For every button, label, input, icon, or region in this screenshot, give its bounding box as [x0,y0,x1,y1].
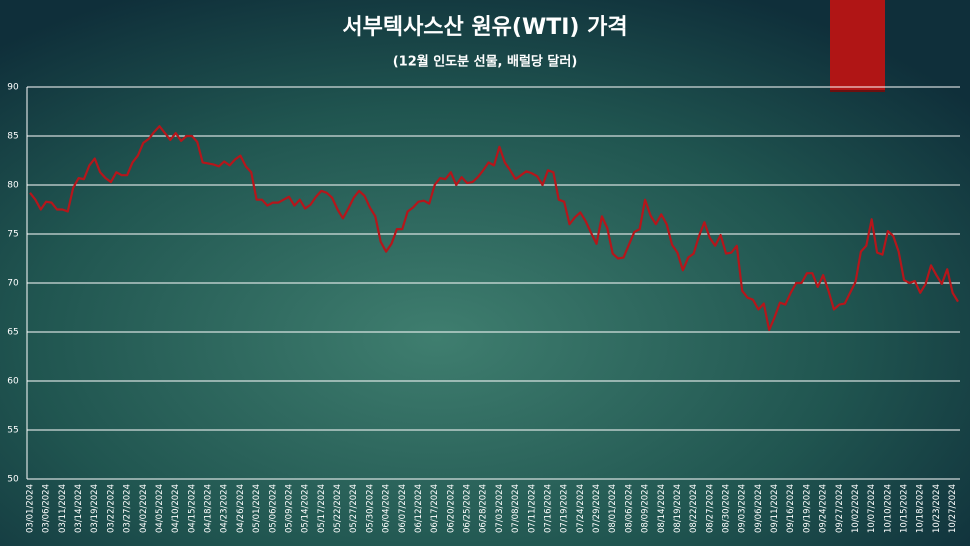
x-tick-label: 04/18/2024 [204,484,214,533]
x-tick-label: 03/27/2024 [123,484,133,533]
x-tick-label: 04/05/2024 [155,484,165,533]
x-tick-label: 03/06/2024 [42,484,52,533]
x-tick-label: 09/19/2024 [802,484,812,533]
x-tick-label: 05/30/2024 [365,484,375,533]
x-tick-label: 10/15/2024 [900,484,910,533]
x-tick-label: 09/06/2024 [754,484,764,533]
y-tick-label: 65 [7,328,18,338]
x-tick-label: 07/08/2024 [511,484,521,533]
y-tick-label: 60 [7,377,19,387]
decoration [830,0,885,91]
x-tick-label: 05/27/2024 [349,484,359,533]
x-tick-label: 06/25/2024 [463,484,473,533]
x-tick-label: 08/06/2024 [624,484,634,533]
x-tick-label: 03/01/2024 [26,484,36,533]
x-tick-label: 07/29/2024 [592,484,602,533]
chart-subtitle: (12월 인도분 선물, 배럴당 달러) [393,54,578,70]
x-tick-label: 09/24/2024 [819,484,829,533]
x-tick-label: 07/03/2024 [495,484,505,533]
x-tick-label: 08/27/2024 [705,484,715,533]
x-tick-label: 10/18/2024 [916,484,926,533]
x-tick-label: 04/10/2024 [171,484,181,533]
x-tick-label: 07/16/2024 [543,484,553,533]
x-tick-label: 05/09/2024 [284,484,294,533]
x-tick-label: 09/03/2024 [738,484,748,533]
x-tick-label: 04/26/2024 [236,484,246,533]
x-tick-label: 08/19/2024 [673,484,683,533]
grid: 50 55 60 65 70 75 80 85 90 03/01/2024 03/06/2024 03… [7,83,960,533]
x-tick-label: 10/02/2024 [851,484,861,533]
x-tick-label: 10/27/2024 [948,484,958,533]
x-tick-label: 06/12/2024 [414,484,424,533]
plot [29,125,959,332]
x-tick-label: 05/14/2024 [301,484,311,533]
x-tick-label: 05/06/2024 [268,484,278,533]
x-tick-label: 08/01/2024 [608,484,618,533]
y-tick-label: 55 [7,426,18,436]
y-tick-label: 90 [7,83,19,93]
x-tick-label: 05/17/2024 [317,484,327,533]
x-tick-label: 03/22/2024 [106,484,116,533]
y-tick-label: 50 [7,475,19,485]
price-line [29,125,959,332]
x-tick-label: 09/11/2024 [770,484,780,533]
x-tick-label: 10/23/2024 [932,484,942,533]
x-tick-label: 07/19/2024 [560,484,570,533]
x-tick-label: 03/19/2024 [90,484,100,533]
x-tick-label: 06/04/2024 [382,484,392,533]
x-tick-label: 06/17/2024 [430,484,440,533]
x-tick-label: 05/01/2024 [252,484,262,533]
x-tick-label: 04/15/2024 [187,484,197,533]
x-tick-label: 05/22/2024 [333,484,343,533]
x-tick-label: 07/11/2024 [527,484,537,533]
x-tick-label: 06/28/2024 [479,484,489,533]
x-tick-label: 07/24/2024 [576,484,586,533]
x-tick-label: 06/20/2024 [446,484,456,533]
x-tick-label: 08/30/2024 [722,484,732,533]
x-tick-label: 04/02/2024 [139,484,149,533]
x-tick-label: 04/23/2024 [220,484,230,533]
x-tick-label: 06/07/2024 [398,484,408,533]
y-tick-label: 70 [7,279,19,289]
y-tick-label: 85 [7,132,18,142]
x-tick-label: 10/10/2024 [883,484,893,533]
chart-title: 서부텍사스산 원유(WTI) 가격 [342,15,627,40]
x-tick-label: 10/07/2024 [867,484,877,533]
x-tick-label: 08/14/2024 [657,484,667,533]
y-tick-label: 80 [7,181,19,191]
x-tick-label: 09/27/2024 [835,484,845,533]
x-tick-label: 03/14/2024 [74,484,84,533]
x-tick-label: 09/16/2024 [786,484,796,533]
x-tick-label: 08/22/2024 [689,484,699,533]
x-tick-label: 08/09/2024 [641,484,651,533]
x-tick-label: 03/11/2024 [58,484,68,533]
y-tick-label: 75 [7,230,18,240]
